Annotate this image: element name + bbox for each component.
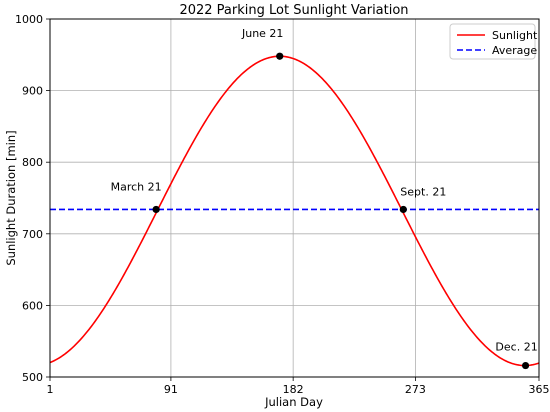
- y-tick-label: 700: [22, 228, 43, 241]
- annotation-point: [521, 361, 530, 370]
- plot-series: [49, 55, 540, 367]
- annotation-point: [399, 205, 407, 214]
- x-tick-label: 182: [283, 383, 304, 396]
- x-tick-label: 91: [164, 383, 178, 396]
- annotation-label: Dec. 21: [495, 341, 537, 354]
- chart-title: 2022 Parking Lot Sunlight Variation: [179, 3, 408, 18]
- y-tick-label: 1000: [15, 13, 43, 26]
- x-tick-label: 365: [529, 383, 550, 396]
- y-tick-label: 600: [22, 299, 43, 312]
- annotation-markers: March 21 June 21 Sept. 21 Dec. 21: [111, 27, 538, 370]
- x-axis-label: Julian Day: [264, 395, 323, 409]
- annotation-point: [152, 205, 160, 214]
- legend-sunlight-label: Sunlight: [492, 29, 538, 42]
- annotation-point: [276, 52, 284, 60]
- x-tick-label: 273: [405, 383, 426, 396]
- y-tick-label: 900: [22, 85, 43, 98]
- annotation-label: March 21: [111, 180, 162, 193]
- sunlight-series-line: [49, 55, 540, 367]
- annotation-label: Sept. 21: [400, 185, 446, 198]
- annotation-label: June 21: [241, 27, 283, 40]
- legend: Sunlight Average: [449, 23, 538, 60]
- y-axis-label: Sunlight Duration [min]: [4, 130, 18, 265]
- y-tick-label: 800: [22, 156, 43, 169]
- plot-frame: [49, 18, 540, 378]
- axis-ticks: 1 91 182 273 365 500 600 700 800 900 1000: [15, 13, 550, 396]
- y-tick-label: 500: [22, 371, 43, 384]
- legend-average-label: Average: [492, 44, 537, 57]
- x-tick-label: 1: [47, 383, 54, 396]
